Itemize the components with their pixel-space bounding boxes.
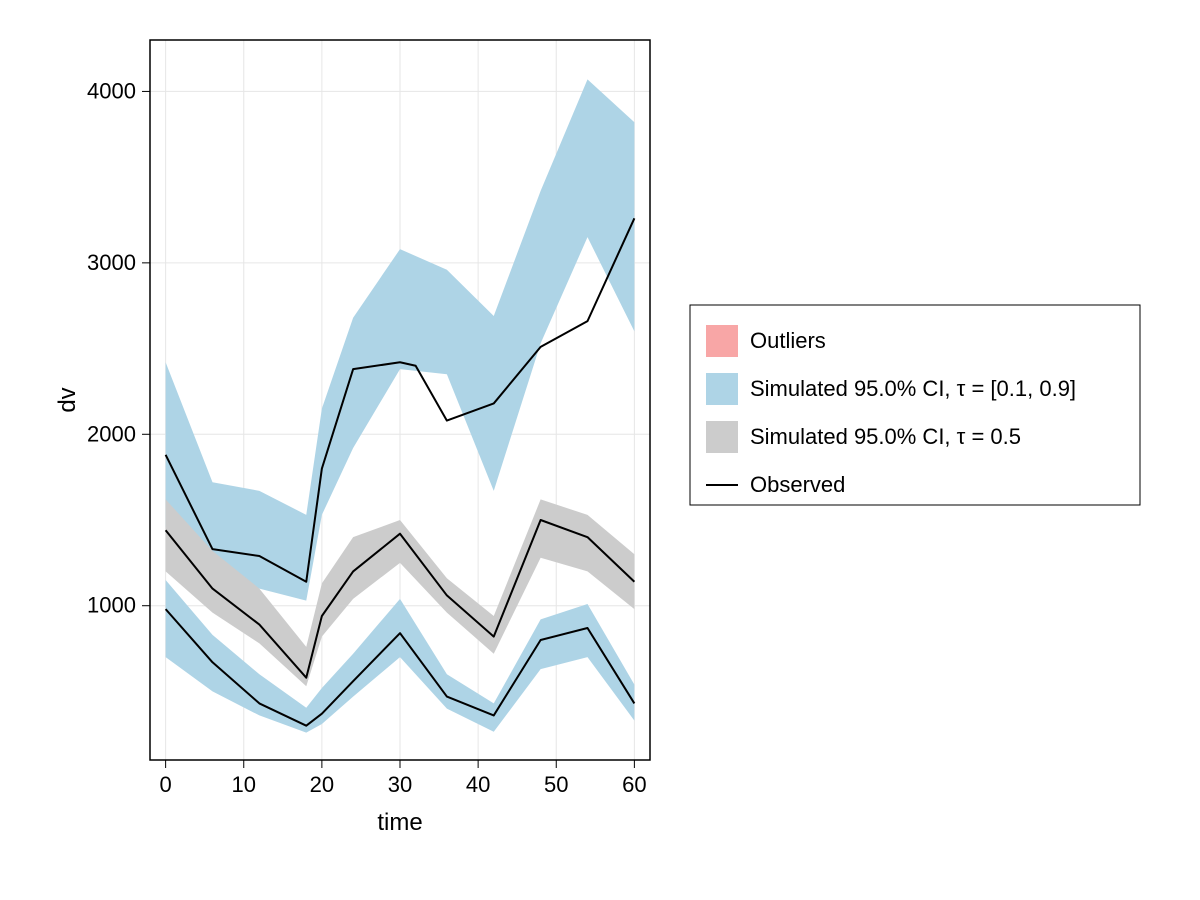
chart-container: 0 10 20 30 40 50 60 1000 2000 3000 4000 time dv Outli… — [0, 0, 1200, 900]
legend-swatch — [706, 373, 738, 405]
chart-svg: 0 10 20 30 40 50 60 1000 2000 3000 4000 time dv Outli… — [0, 0, 1200, 900]
x-tick-label: 30 — [388, 772, 412, 797]
y-tick-label: 1000 — [87, 593, 136, 618]
legend-label: Outliers — [750, 328, 826, 353]
y-tick-label: 3000 — [87, 250, 136, 275]
x-tick-label: 20 — [310, 772, 334, 797]
y-axis-label: dv — [54, 387, 81, 412]
y-tick-label: 2000 — [87, 421, 136, 446]
x-axis-label: time — [377, 809, 422, 836]
x-tick-label: 0 — [160, 772, 172, 797]
x-tick-label: 50 — [544, 772, 568, 797]
legend-swatch — [706, 325, 738, 357]
x-tick-label: 10 — [232, 772, 256, 797]
legend-label: Simulated 95.0% CI, τ = [0.1, 0.9] — [750, 376, 1076, 401]
legend-label: Simulated 95.0% CI, τ = 0.5 — [750, 424, 1021, 449]
legend-label: Observed — [750, 472, 845, 497]
legend-swatch — [706, 421, 738, 453]
x-tick-label: 60 — [622, 772, 646, 797]
y-tick-label: 4000 — [87, 78, 136, 103]
x-tick-label: 40 — [466, 772, 490, 797]
